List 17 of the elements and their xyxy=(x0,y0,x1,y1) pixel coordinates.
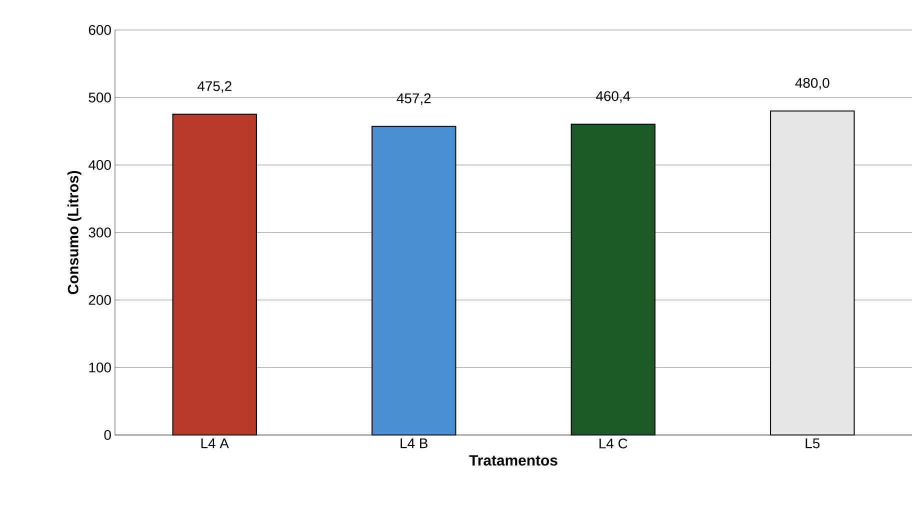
data-label: 480,0 xyxy=(795,78,830,90)
x-tick-label: L4 C xyxy=(600,438,628,448)
x-tick-label: L4 B xyxy=(400,438,428,448)
y-tick-label: 300 xyxy=(88,228,111,238)
y-axis-title: Consumo (Litros) xyxy=(67,170,82,294)
data-label: 457,2 xyxy=(396,93,431,105)
y-tick-label: 200 xyxy=(88,295,111,305)
y-tick-label: 100 xyxy=(89,362,111,372)
y-tick-label: 400 xyxy=(88,160,111,170)
x-axis-title: Tratamentos xyxy=(469,455,558,466)
data-label: 475,2 xyxy=(197,81,232,93)
y-tick-label: 500 xyxy=(88,92,111,102)
x-tick-label: L4 A xyxy=(201,438,229,448)
x-tick-label: L5 xyxy=(806,438,820,448)
data-label: 460,4 xyxy=(596,91,630,103)
y-tick-label: 0 xyxy=(104,430,111,440)
y-tick-label: 600 xyxy=(88,25,111,35)
